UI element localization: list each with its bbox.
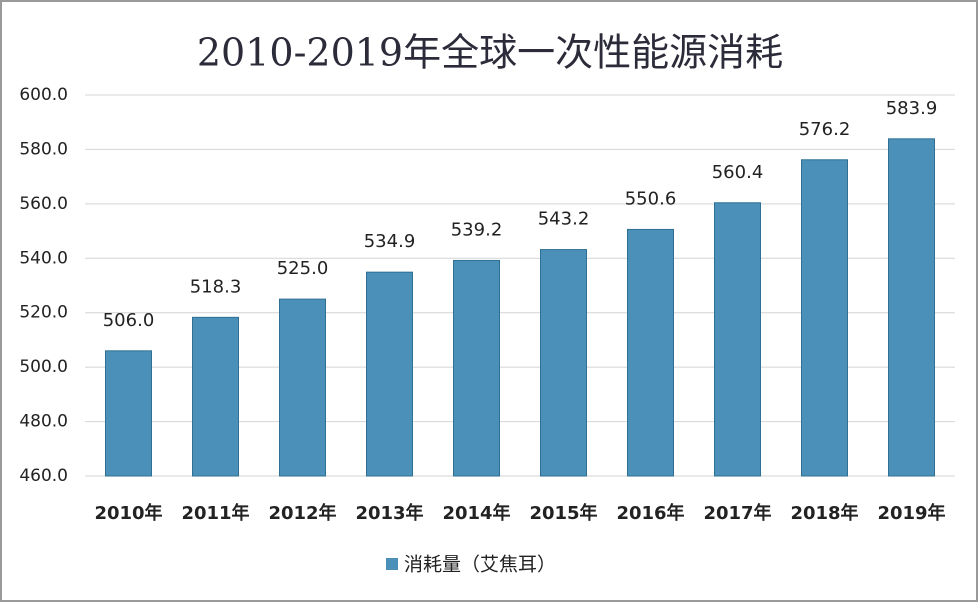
value-label: 583.9 xyxy=(886,98,938,119)
y-tick-label: 580.0 xyxy=(19,139,68,159)
value-label: 518.3 xyxy=(190,276,242,297)
x-tick-label: 2014年 xyxy=(442,502,510,524)
value-label: 576.2 xyxy=(799,119,851,140)
y-tick-label: 520.0 xyxy=(19,303,68,323)
bar xyxy=(714,202,761,477)
x-tick-label: 2017年 xyxy=(703,502,771,524)
legend-swatch xyxy=(386,558,398,570)
bar xyxy=(540,249,587,477)
bar xyxy=(801,159,848,477)
bar xyxy=(453,259,500,477)
bar xyxy=(105,350,152,477)
value-label: 543.2 xyxy=(538,209,590,230)
x-tick-label: 2013年 xyxy=(355,502,423,524)
bar xyxy=(627,228,674,477)
value-label: 534.9 xyxy=(364,231,416,252)
y-tick-label: 600.0 xyxy=(19,85,68,105)
y-tick-label: 540.0 xyxy=(19,248,68,268)
x-tick-label: 2019年 xyxy=(877,502,945,524)
bar xyxy=(888,138,935,477)
value-label: 539.2 xyxy=(451,219,503,240)
bar xyxy=(366,271,413,477)
value-label: 525.0 xyxy=(277,258,329,279)
value-label: 506.0 xyxy=(103,310,155,331)
x-tick-label: 2012年 xyxy=(268,502,336,524)
value-label: 560.4 xyxy=(712,162,764,183)
bar xyxy=(279,298,326,477)
value-label: 550.6 xyxy=(625,188,677,209)
y-tick-label: 500.0 xyxy=(19,357,68,377)
bar xyxy=(192,316,239,477)
y-tick-label: 480.0 xyxy=(19,412,68,432)
legend-label: 消耗量（艾焦耳） xyxy=(404,554,556,576)
x-tick-label: 2010年 xyxy=(94,502,162,524)
y-tick-label: 460.0 xyxy=(19,466,68,486)
x-tick-label: 2015年 xyxy=(529,502,597,524)
y-tick-label: 560.0 xyxy=(19,194,68,214)
chart-title: 2010-2019年全球一次性能源消耗 xyxy=(197,31,783,75)
x-tick-label: 2016年 xyxy=(616,502,684,524)
x-tick-label: 2011年 xyxy=(181,502,249,524)
x-tick-label: 2018年 xyxy=(790,502,858,524)
